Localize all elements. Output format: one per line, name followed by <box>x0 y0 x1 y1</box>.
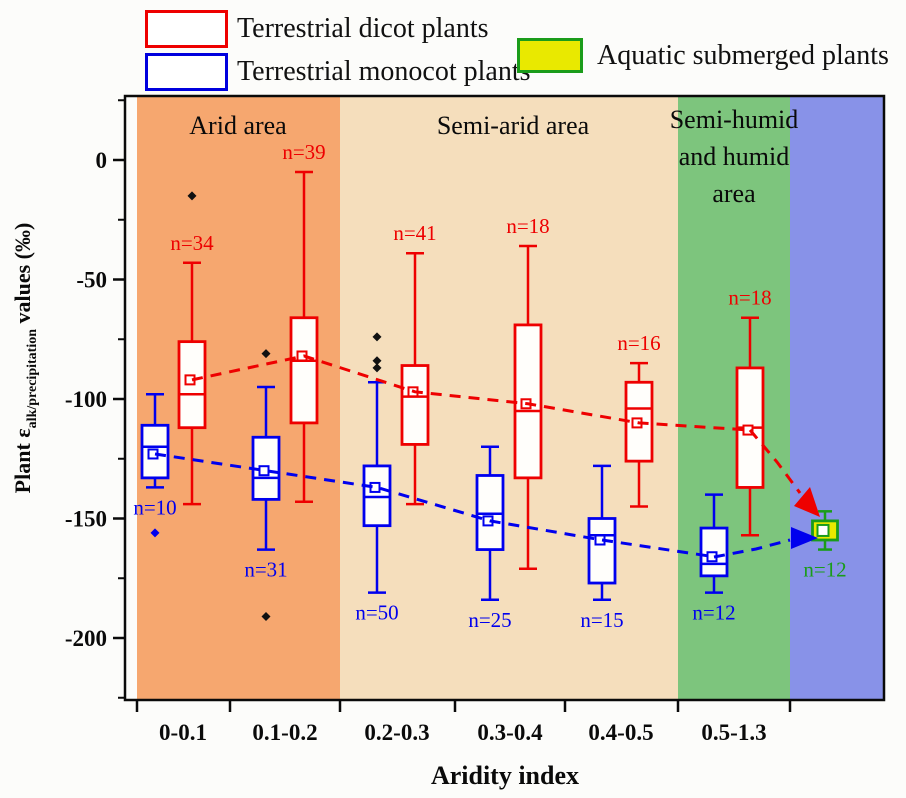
n-count-label: n=25 <box>468 608 511 632</box>
n-count-label: n=18 <box>728 286 771 310</box>
monocot-box-0.4-0.5: n=15 <box>580 464 624 632</box>
y-tick-label: -50 <box>76 268 107 293</box>
dicot-box-0.1-0.2: n=39 <box>282 140 326 504</box>
dicot-box-0-0.1: n=34 <box>170 191 214 506</box>
monocot-swatch <box>145 53 228 91</box>
n-count-label: n=10 <box>133 495 176 519</box>
mean-marker <box>258 465 270 477</box>
dicot-trend-line <box>191 354 751 432</box>
x-tick-label: 0-0.1 <box>159 720 207 745</box>
x-axis-title: Aridity index <box>431 761 579 790</box>
n-count-label: n=16 <box>617 331 660 355</box>
y-tick-label: -150 <box>65 507 107 532</box>
arid-label: Arid area <box>189 111 287 140</box>
x-tick-label: 0.2-0.3 <box>364 720 429 745</box>
n-count-label: n=34 <box>170 231 214 255</box>
monocot-box-0.3-0.4: n=25 <box>468 445 512 632</box>
outlier-marker <box>261 349 271 359</box>
outlier-marker <box>372 332 382 342</box>
y-tick-label: -200 <box>65 626 107 651</box>
monocot-arrow-shaft <box>713 538 791 559</box>
n-count-label: n=31 <box>244 558 287 582</box>
n-count-label: n=12 <box>692 601 735 625</box>
mean-marker <box>742 424 754 436</box>
aquatic-zone-band <box>790 97 884 699</box>
semi-humid-label: and humid <box>679 142 790 171</box>
mean-marker <box>816 523 830 537</box>
y-axis-title: Plant εalk/precipitation values (‰) <box>10 223 40 494</box>
semi-humid-label: Semi-humid <box>670 105 799 134</box>
aquatic-box-0.5-1.3: n=12 <box>803 510 847 582</box>
x-tick-label: 0.5-1.3 <box>701 720 766 745</box>
dicot-swatch <box>145 10 228 48</box>
outlier-marker <box>261 611 271 621</box>
n-count-label: n=41 <box>393 221 436 245</box>
n-count-label: n=12 <box>803 558 846 582</box>
semi-humid-band <box>678 97 790 699</box>
semi-humid-label: area <box>712 179 756 208</box>
n-count-label: n=39 <box>282 140 325 164</box>
outlier-marker <box>150 528 160 538</box>
dicot-box-0.2-0.3: n=41 <box>393 221 437 506</box>
monocot-box-0.5-1.3: n=12 <box>692 493 736 625</box>
dicot-arrow-shaft <box>748 429 802 494</box>
dicot-legend-label: Terrestrial dicot plants <box>237 13 489 44</box>
outlier-marker <box>372 363 382 373</box>
monocot-box-0.1-0.2: n=31 <box>244 349 288 621</box>
outlier-marker <box>372 356 382 366</box>
x-tick-label: 0.3-0.4 <box>477 720 543 745</box>
dicot-box-0.5-1.3: n=18 <box>728 286 772 537</box>
y-tick-label: -100 <box>65 387 107 412</box>
x-tick-label: 0.4-0.5 <box>588 720 653 745</box>
semi-arid-label: Semi-arid area <box>437 111 590 140</box>
monocot-box-0-0.1: n=10 <box>133 392 177 538</box>
dicot-arrow-head <box>794 487 820 517</box>
plot-frame <box>123 94 886 702</box>
n-count-label: n=18 <box>506 214 549 238</box>
monocot-legend-label: Terrestrial monocot plants <box>237 56 531 87</box>
aquatic-swatch <box>517 38 583 73</box>
y-tick-label: 0 <box>96 148 108 173</box>
x-tick-label: 0.1-0.2 <box>252 720 317 745</box>
outlier-marker <box>187 191 197 201</box>
monocot-arrow-head <box>791 527 818 549</box>
dicot-box-0.3-0.4: n=18 <box>506 214 550 570</box>
semi-arid-band <box>340 97 678 699</box>
aquatic-legend-label: Aquatic submerged plants <box>597 40 889 71</box>
n-count-label: n=50 <box>355 601 398 625</box>
n-count-label: n=15 <box>580 608 623 632</box>
